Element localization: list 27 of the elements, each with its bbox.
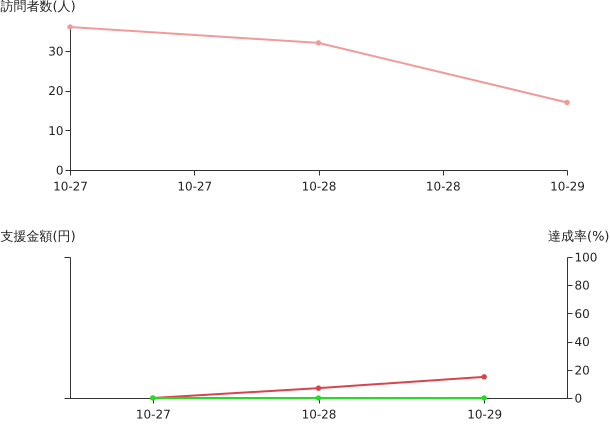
x-tick-label: 10-28 <box>426 180 461 194</box>
x-tick-label: 10-27 <box>53 180 88 194</box>
x-tick-label: 10-29 <box>550 180 585 194</box>
y2-tick-label: 100 <box>574 250 598 264</box>
x-tick-label: 10-28 <box>302 408 336 422</box>
point <box>316 385 322 391</box>
point <box>481 374 487 380</box>
x-tick-label: 10-28 <box>302 180 336 194</box>
x-tick-label: 10-27 <box>177 180 212 194</box>
point <box>316 395 322 401</box>
y2-tick-label: 60 <box>574 306 590 321</box>
point <box>481 395 487 401</box>
y-tick-label: 30 <box>48 44 64 58</box>
y-axis-title: 支援金額(円) <box>0 230 76 244</box>
x-tick-label: 10-27 <box>136 408 171 422</box>
y2-tick-label: 20 <box>574 363 590 378</box>
y2-tick-label: 80 <box>574 278 590 293</box>
y2-tick-label: 0 <box>574 392 582 406</box>
y-tick-label: 0 <box>56 164 64 178</box>
point <box>564 100 570 106</box>
y2-tick-label: 40 <box>574 335 590 350</box>
point <box>67 24 73 30</box>
y2-axis-title: 達成率(%) <box>548 228 610 244</box>
y-tick-label: 20 <box>48 84 64 98</box>
x-tick-label: 10-29 <box>467 408 502 422</box>
y-tick-label: 10 <box>48 124 64 138</box>
point <box>316 40 322 46</box>
